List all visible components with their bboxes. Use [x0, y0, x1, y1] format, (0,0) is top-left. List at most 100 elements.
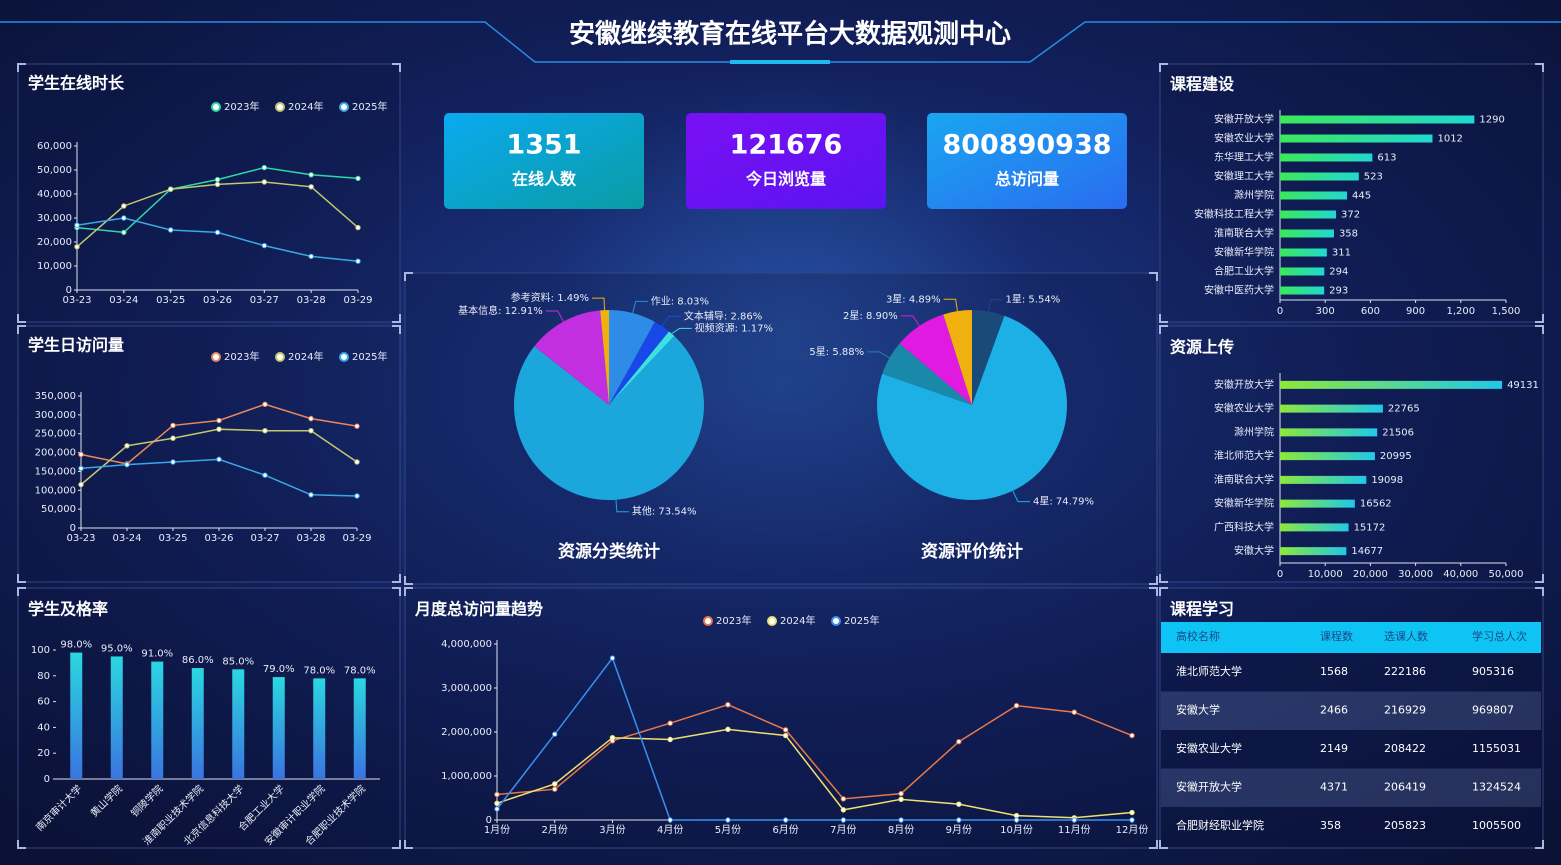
legend-marker	[703, 616, 713, 626]
panel-corner	[1159, 325, 1544, 583]
series-line	[496, 728, 1133, 819]
legend-label: 2025年	[352, 100, 387, 113]
y-tick-label: 350,000	[35, 391, 76, 402]
bar	[1280, 547, 1347, 556]
data-label: 95.0%	[101, 643, 133, 654]
bar	[1280, 499, 1355, 508]
data-point	[216, 426, 222, 432]
legend-marker	[275, 352, 285, 362]
bar	[1280, 380, 1503, 389]
data-point	[170, 435, 176, 441]
x-tick-label: 3月份	[599, 824, 625, 836]
data-point	[78, 465, 84, 472]
data-label: 78.0%	[303, 665, 335, 676]
y-tick-label: 4,000,000	[441, 639, 492, 650]
data-point	[261, 164, 268, 171]
data-point	[262, 472, 268, 478]
bar	[1280, 172, 1359, 181]
y-tick-label: 安徽新华学院	[1214, 497, 1274, 510]
legend-marker	[275, 102, 285, 112]
table-row	[1161, 653, 1541, 692]
data-point	[1013, 702, 1020, 709]
data-point	[121, 215, 127, 221]
data-label: 3星: 4.89%	[886, 293, 941, 305]
x-tick-label: 03-26	[204, 533, 233, 544]
data-label: 91.0%	[141, 649, 173, 660]
bar	[1280, 475, 1367, 484]
legend-marker	[339, 352, 349, 362]
data-label: 文本辅导: 2.86%	[684, 309, 762, 322]
data-label: 14677	[1351, 546, 1383, 557]
table-cell: 206419	[1384, 781, 1426, 794]
table-row	[1161, 807, 1541, 846]
column-header: 学习总人次	[1472, 629, 1527, 643]
x-tick-label: 11月份	[1058, 824, 1091, 836]
data-point	[308, 492, 314, 498]
x-tick-label: 0	[1277, 569, 1283, 580]
kpi-label: 总访问量	[995, 170, 1059, 189]
data-point	[667, 720, 673, 726]
bar	[1280, 153, 1373, 162]
x-tick-label: 03-25	[156, 295, 185, 306]
leader-line	[671, 327, 692, 335]
data-point	[170, 422, 176, 429]
data-point	[667, 736, 673, 743]
data-label: 98.0%	[60, 640, 92, 651]
x-tick-label: 03-28	[296, 533, 325, 544]
x-tick-label: 6月份	[772, 824, 798, 836]
data-point	[355, 224, 361, 231]
data-label: 85.0%	[222, 656, 254, 667]
data-point	[667, 817, 673, 823]
pie-slice	[600, 310, 609, 405]
pie-slice	[609, 321, 670, 405]
data-point	[494, 800, 500, 806]
data-label: 1290	[1479, 115, 1504, 126]
data-point	[354, 493, 360, 499]
x-tick-label: 9月份	[946, 824, 972, 836]
data-point	[261, 179, 268, 185]
y-tick-label: 0	[66, 285, 72, 296]
y-tick-label: 300,000	[35, 410, 76, 421]
legend-marker	[211, 102, 221, 112]
x-tick-label: 03-26	[203, 295, 232, 306]
x-tick-label: 30,000	[1398, 569, 1433, 580]
data-point	[308, 415, 314, 422]
data-point	[262, 427, 268, 434]
y-tick-label: 淮南联合大学	[1214, 227, 1274, 240]
data-point	[494, 806, 500, 812]
legend-label: 2023年	[224, 350, 259, 363]
data-point	[956, 738, 962, 745]
data-point	[354, 423, 360, 429]
legend-label: 2025年	[352, 350, 387, 363]
pie-slice	[882, 343, 972, 405]
y-tick-label: 安徽新华学院	[1214, 246, 1274, 259]
x-tick-label: 03-23	[62, 295, 91, 306]
y-tick-label: 安徽科技工程大学	[1194, 208, 1274, 221]
data-point	[78, 481, 84, 488]
data-point	[840, 817, 847, 823]
data-label: 293	[1329, 286, 1348, 297]
bar	[1280, 134, 1433, 143]
data-point	[1071, 817, 1077, 823]
y-tick-label: 安徽中医药大学	[1204, 284, 1274, 297]
legend-marker	[831, 616, 841, 626]
data-label: 参考资料: 1.49%	[511, 291, 589, 304]
data-point	[214, 181, 221, 188]
bar	[313, 678, 326, 779]
y-tick-label: 250,000	[35, 429, 76, 440]
panel-title: 学生及格率	[28, 600, 108, 619]
data-point	[355, 258, 361, 264]
data-label: 2星: 8.90%	[843, 310, 898, 322]
data-label: 其他: 73.54%	[632, 505, 697, 518]
data-label: 523	[1364, 172, 1383, 183]
x-tick-label: 20,000	[1353, 569, 1388, 580]
panel-title: 月度总访问量趋势	[414, 600, 543, 619]
x-tick-label: 600	[1361, 306, 1380, 317]
bar	[151, 661, 164, 779]
data-point	[167, 227, 174, 233]
table-cell: 安徽农业大学	[1176, 741, 1242, 755]
bar	[1280, 452, 1375, 461]
data-point	[308, 184, 314, 190]
data-point	[121, 229, 127, 236]
